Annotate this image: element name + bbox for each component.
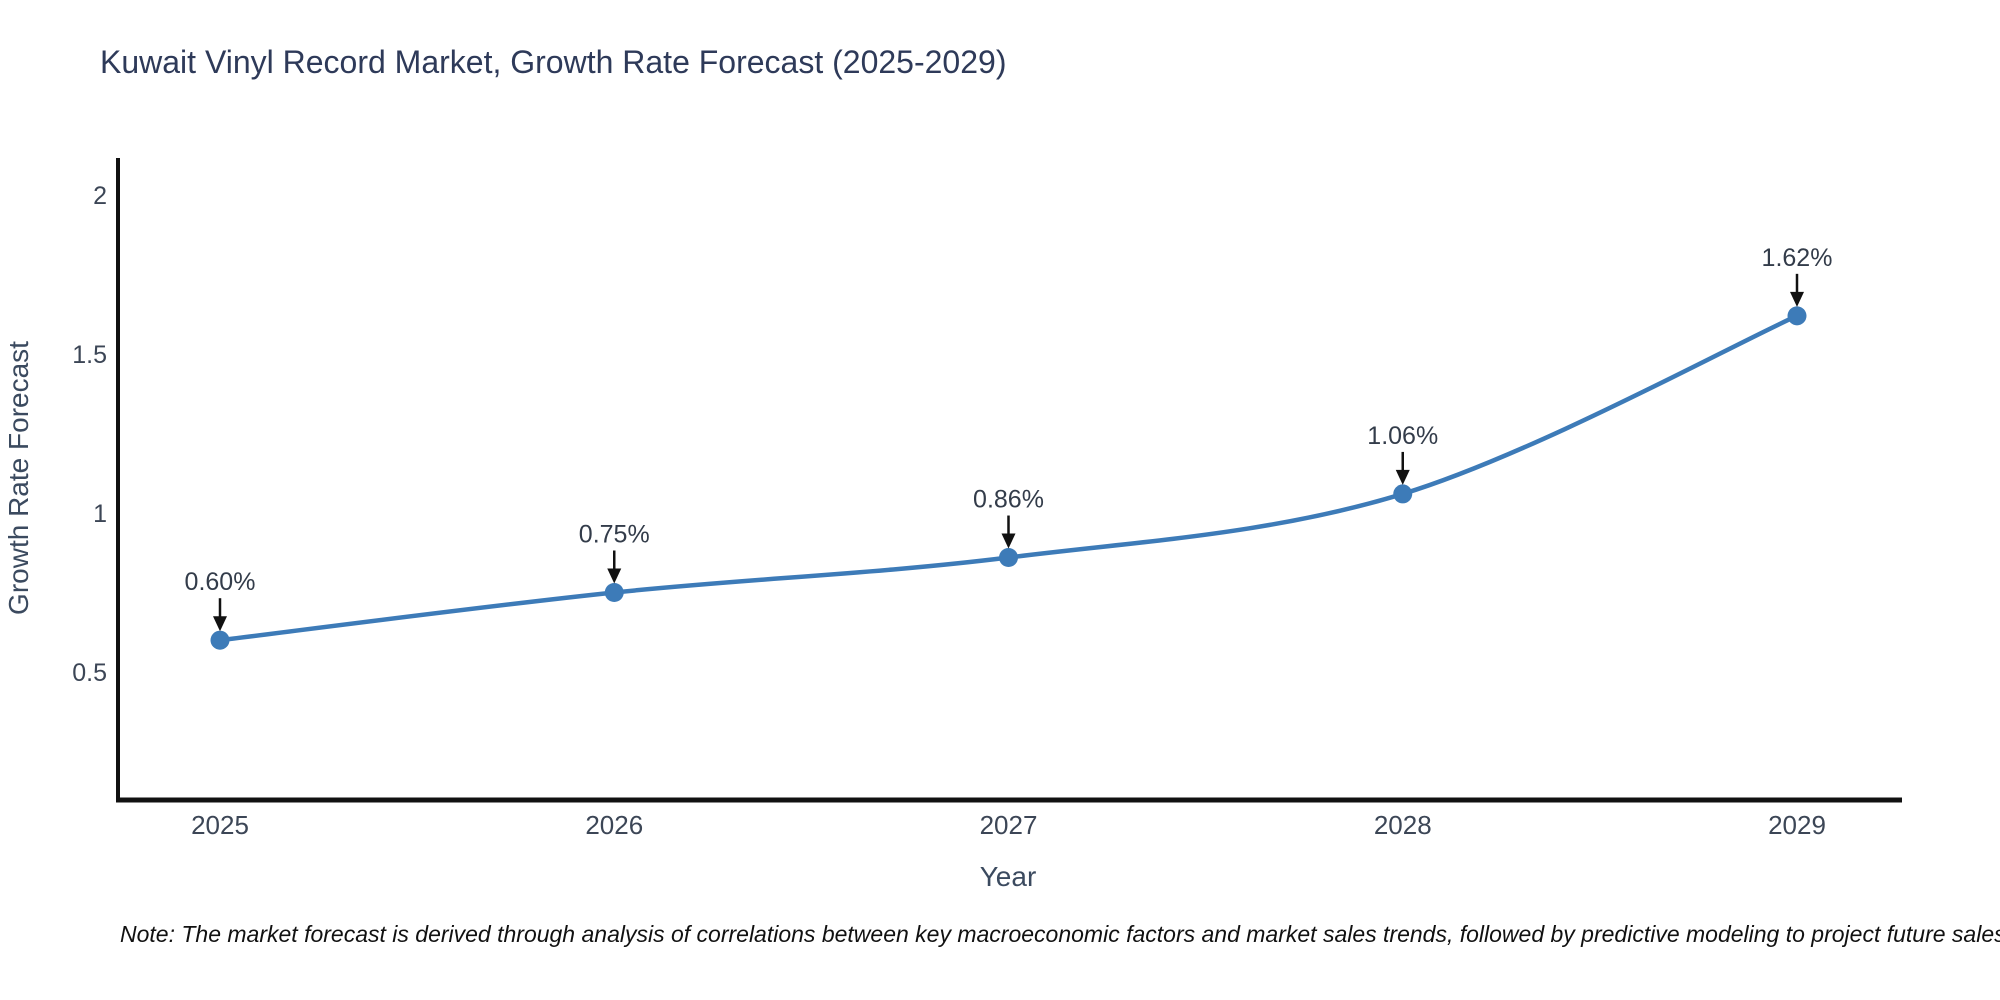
- point-value-label: 0.60%: [185, 568, 256, 596]
- y-axis-ticks: 0.5 1 1.5 2: [72, 182, 107, 687]
- point-value-label: 0.86%: [973, 486, 1044, 514]
- point-annotation: 0.86%: [973, 486, 1044, 549]
- line-series: [210, 306, 1807, 650]
- data-point-marker: [1393, 484, 1413, 504]
- arrow-head-icon: [1395, 469, 1410, 485]
- y-tick-label: 0.5: [72, 659, 107, 687]
- point-value-label: 1.06%: [1367, 422, 1438, 450]
- x-tick-label: 2027: [980, 810, 1038, 840]
- point-value-label: 0.75%: [579, 521, 650, 549]
- point-annotation: 0.60%: [185, 568, 256, 632]
- data-point-marker: [210, 630, 230, 650]
- y-tick-label: 2: [93, 182, 107, 210]
- data-point-marker: [999, 548, 1018, 568]
- x-tick-label: 2029: [1768, 810, 1826, 840]
- x-axis-ticks: 2025 2026 2027 2028 2029: [191, 810, 1826, 840]
- y-axis-title: Growth Rate Forecast: [3, 341, 34, 615]
- x-axis-title: Year: [980, 861, 1037, 892]
- point-value-label: 1.62%: [1762, 244, 1833, 272]
- point-annotation: 1.62%: [1762, 244, 1833, 307]
- point-annotation: 1.06%: [1367, 422, 1438, 485]
- x-tick-label: 2025: [191, 810, 249, 840]
- chart-title: Kuwait Vinyl Record Market, Growth Rate …: [100, 44, 1006, 80]
- data-point-marker: [604, 583, 624, 602]
- x-tick-label: 2028: [1374, 810, 1432, 840]
- x-tick-label: 2026: [585, 810, 643, 840]
- y-tick-label: 1: [93, 500, 107, 528]
- data-point-marker: [1787, 306, 1807, 326]
- arrow-head-icon: [607, 568, 622, 584]
- point-annotation: 0.75%: [579, 521, 650, 584]
- footnote: Note: The market forecast is derived thr…: [120, 921, 2000, 947]
- arrow-head-icon: [1790, 291, 1804, 307]
- axes: [116, 158, 1902, 803]
- arrow-head-icon: [213, 616, 227, 632]
- y-tick-label: 1.5: [72, 341, 107, 369]
- data-point-labels: 0.60% 0.75% 0.86% 1.06% 1.62%: [185, 244, 1833, 632]
- trend-line: [217, 313, 1800, 643]
- arrow-head-icon: [1001, 533, 1016, 549]
